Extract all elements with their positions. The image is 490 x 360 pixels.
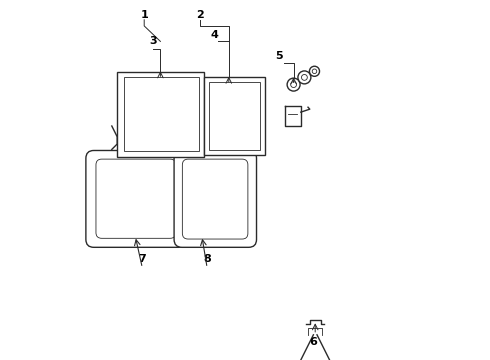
Circle shape — [287, 78, 300, 91]
FancyBboxPatch shape — [96, 159, 176, 238]
Text: 2: 2 — [196, 10, 204, 20]
FancyBboxPatch shape — [182, 159, 248, 239]
Text: 3: 3 — [149, 36, 157, 46]
Text: 7: 7 — [139, 254, 147, 264]
Circle shape — [312, 69, 317, 73]
Text: 4: 4 — [211, 30, 219, 40]
Text: 8: 8 — [203, 254, 211, 264]
Circle shape — [301, 75, 307, 80]
Circle shape — [310, 66, 319, 76]
FancyBboxPatch shape — [86, 150, 186, 247]
FancyBboxPatch shape — [174, 150, 257, 247]
Text: 1: 1 — [140, 10, 148, 20]
Circle shape — [298, 71, 311, 84]
Polygon shape — [209, 82, 260, 150]
Polygon shape — [123, 77, 199, 151]
Text: 6: 6 — [310, 337, 318, 347]
Circle shape — [291, 82, 296, 87]
Text: 5: 5 — [275, 51, 283, 61]
Polygon shape — [204, 77, 265, 155]
Polygon shape — [117, 72, 204, 157]
